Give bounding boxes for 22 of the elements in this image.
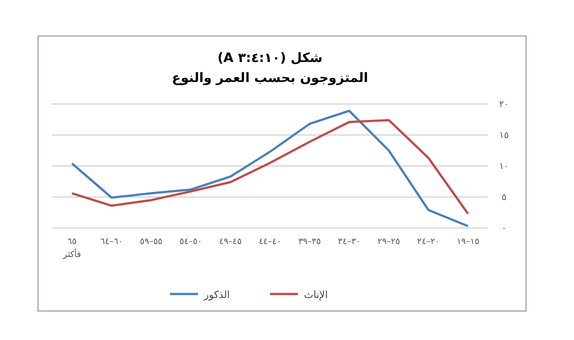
y-tick-label: ١٥ <box>499 131 509 141</box>
legend-label: الإناث <box>304 290 328 301</box>
y-tick-label: ١٠ <box>499 162 509 172</box>
x-tick-label: ٤٥–٤٩ <box>219 237 242 247</box>
x-tick-label: ٥٠–٥٤ <box>180 237 202 247</box>
chart-subtitle: المتزوجون بحسب العمر والنوع <box>172 71 368 86</box>
line-series <box>70 110 470 228</box>
x-tick-label: ٤٠–٤٤ <box>258 237 282 247</box>
y-tick-label: ٢٠ <box>499 100 509 110</box>
y-tick-label: ٠ <box>502 224 506 234</box>
line-series <box>70 119 470 215</box>
y-tick-label: ٥ <box>502 193 507 203</box>
x-tick-label: ٦٥ فأكثر <box>62 237 81 260</box>
x-tick-label: ٦٠–٦٤ <box>100 237 123 247</box>
x-tick-label: ٥٥–٥٩ <box>140 237 162 247</box>
x-tick-label: ٢٥–٢٩ <box>378 237 400 247</box>
legend-label: الذكور <box>203 290 230 301</box>
x-tick-label: ٢٠–٢٤ <box>417 237 440 247</box>
x-tick-label: ٣٠–٣٤ <box>338 237 360 247</box>
x-tick-label: ٣٥–٣٩ <box>298 237 321 247</box>
chart-title: شكل (٣:٤:١٠ A) <box>217 51 323 66</box>
x-tick-label: ١٥–١٩ <box>456 237 480 247</box>
